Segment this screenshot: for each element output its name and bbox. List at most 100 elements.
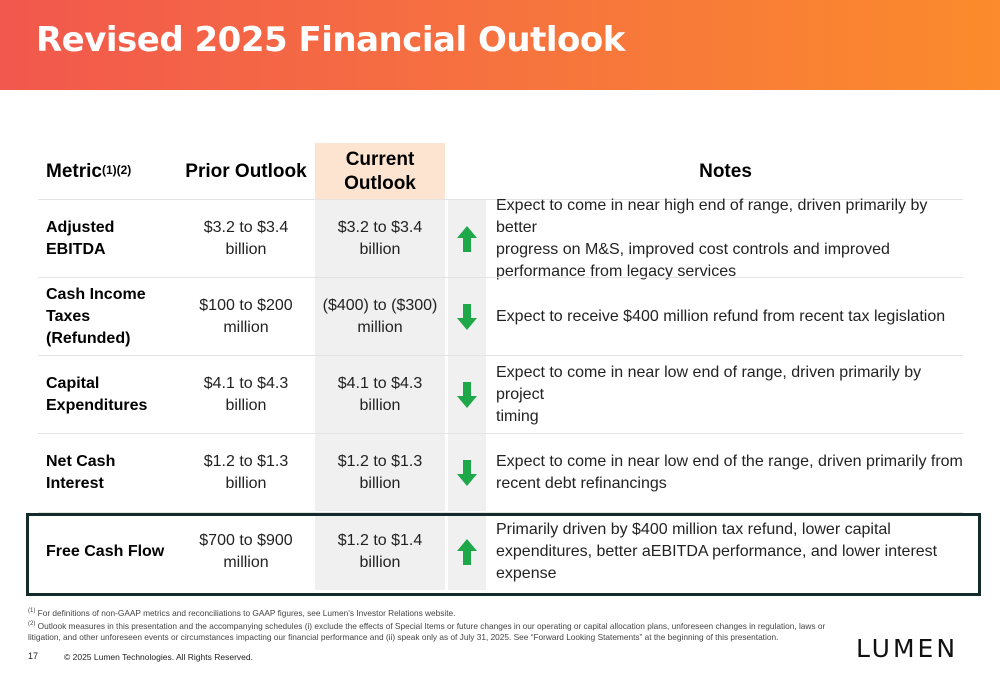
header-current-outlook: Current Outlook [315,143,445,200]
footnote-2-text-line1: Outlook measures in this presentation an… [37,620,826,631]
table-row: Cash Income Taxes (Refunded) $100 to $200 m… [38,278,963,355]
footnote-1-text: For definitions of non-GAAP metrics and … [37,607,456,618]
note-line: Expect to receive $400 million refund fr… [496,307,946,325]
arrow-up-icon [456,538,478,566]
prior-outlook-cell: $1.2 to $1.3 billion [178,434,314,511]
table-row: Adjusted EBITDA $3.2 to $3.4 billion $3.2 t… [38,197,963,280]
arrow-down-icon [456,459,478,487]
table-row: Free Cash Flow $700 to $900 million $1.2 to… [38,513,963,590]
note-line: recent debt refinancings [496,474,667,492]
metric-cell: Cash Income Taxes (Refunded) [38,278,176,355]
note-line: expense [496,564,557,582]
current-unit: billion [359,240,401,258]
title-banner: Revised 2025 Financial Outlook [0,0,1000,90]
current-range: $4.1 to $4.3 [337,374,423,392]
prior-range: $4.1 to $4.3 [203,374,289,392]
metric-name: Free Cash Flow [46,542,165,560]
note-line: timing [496,407,539,425]
header-prior-outlook: Prior Outlook [185,160,307,182]
prior-range: $700 to $900 [199,531,293,549]
metric-name-cont: Taxes (Refunded) [46,307,131,347]
prior-range: $1.2 to $1.3 [203,452,289,470]
current-outlook-cell: ($400) to ($300) million [315,278,445,355]
header-metric: Metric (1)(2) [38,143,176,200]
header-metric-label: Metric [46,160,102,182]
note-line: performance from legacy services [496,262,737,280]
current-unit: million [357,318,403,336]
current-range: $1.2 to $1.3 [337,452,423,470]
arrow-down-icon [456,303,478,331]
current-unit: billion [359,474,401,492]
direction-cell [448,356,486,433]
note-line: Expect to come in near high end of range… [496,196,928,236]
prior-range: $3.2 to $3.4 [203,218,289,236]
notes-cell: Expect to receive $400 million refund fr… [488,278,963,355]
arrow-up-icon [456,225,478,253]
metric-name-cont: Expenditures [46,396,148,414]
row-divider [38,277,963,278]
direction-cell [448,200,486,277]
header-current-line2: Outlook [344,172,416,194]
prior-outlook-cell: $4.1 to $4.3 billion [178,356,314,433]
metric-name: Net Cash Interest [46,452,116,492]
prior-unit: million [223,553,269,571]
notes-cell: Primarily driven by $400 million tax ref… [488,513,963,590]
current-range: $1.2 to $1.4 [337,531,423,549]
note-line: expenditures, better aEBITDA performance… [496,542,938,560]
prior-outlook-cell: $700 to $900 million [178,513,314,590]
arrow-down-icon [456,381,478,409]
note-line: Expect to come in near low end of range,… [496,363,922,403]
row-divider [38,355,963,356]
current-outlook-cell: $1.2 to $1.3 billion [315,434,445,511]
row-divider [38,433,963,434]
page-number: 17 [28,651,39,661]
header-current-line1: Current [345,148,415,170]
direction-cell [448,513,486,590]
footnotes: (1) For definitions of non-GAAP metrics … [28,606,868,643]
footnote-2-mark: (2) [28,620,36,627]
note-line: Expect to come in near low end of the ra… [496,452,963,470]
table-row: Capital Expenditures $4.1 to $4.3 billion $4… [38,356,963,433]
lumen-logo: LUMEN [856,634,959,663]
notes-cell: Expect to come in near low end of range,… [488,356,963,433]
current-outlook-cell: $1.2 to $1.4 billion [315,513,445,590]
current-unit: billion [359,396,401,414]
prior-unit: billion [225,474,267,492]
metric-name: Adjusted EBITDA [46,218,115,258]
notes-cell: Expect to come in near high end of range… [488,197,963,280]
prior-unit: million [223,318,269,336]
current-outlook-cell: $3.2 to $3.4 billion [315,200,445,277]
current-range: $3.2 to $3.4 [337,218,423,236]
table-header-row: Metric (1)(2) Prior Outlook Current Outlo… [38,143,963,200]
metric-name: Capital [46,374,100,392]
metric-cell: Adjusted EBITDA [38,200,176,277]
prior-outlook-cell: $3.2 to $3.4 billion [178,200,314,277]
free-cash-flow-highlight-frame [26,513,981,596]
row-divider [38,512,963,513]
prior-outlook-cell: $100 to $200 million [178,278,314,355]
current-unit: billion [359,553,401,571]
notes-cell: Expect to come in near low end of the ra… [488,434,963,511]
footnote-1: (1) For definitions of non-GAAP metrics … [28,606,868,619]
note-line: Primarily driven by $400 million tax ref… [496,520,891,538]
footnote-1-mark: (1) [28,608,36,614]
metric-cell: Capital Expenditures [38,356,176,433]
prior-unit: billion [225,240,267,258]
current-outlook-cell: $4.1 to $4.3 billion [315,356,445,433]
metric-cell: Net Cash Interest [38,434,176,511]
row-divider [38,199,963,200]
copyright: © 2025 Lumen Technologies. All Rights Re… [64,652,253,662]
current-range: ($400) to ($300) [322,296,438,314]
header-notes: Notes [699,160,752,182]
footnote-2: (2) Outlook measures in this presentatio… [28,619,868,632]
prior-unit: billion [225,396,267,414]
table-row: Net Cash Interest $1.2 to $1.3 billion $1.2… [38,434,963,511]
direction-cell [448,278,486,355]
direction-cell [448,434,486,511]
metric-cell: Free Cash Flow [38,513,176,590]
prior-range: $100 to $200 [199,296,293,314]
metric-name: Cash Income [46,285,146,303]
footnote-2-cont: litigation, and other unforeseen events … [28,631,779,642]
header-metric-footnote-ref: (1)(2) [101,162,132,177]
page-title: Revised 2025 Financial Outlook [36,20,625,60]
